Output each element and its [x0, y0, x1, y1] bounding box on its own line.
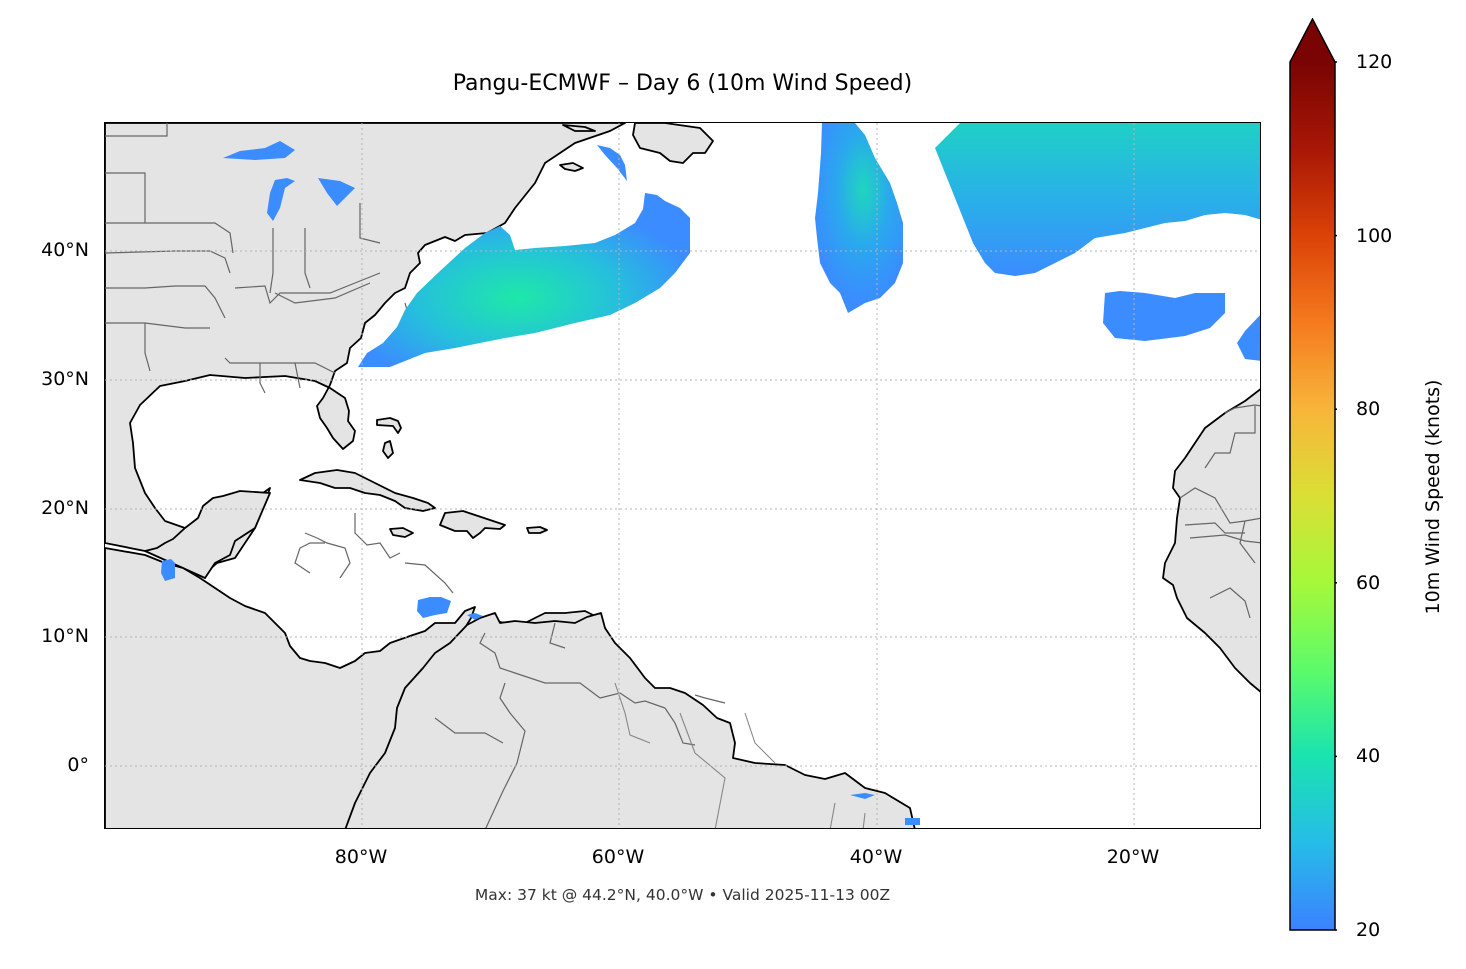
wind-swath-us-east-coast	[358, 193, 690, 367]
lon-tick-80w: 80°W	[334, 846, 388, 868]
colorbar	[1289, 18, 1337, 931]
yucatan-land	[144, 490, 271, 579]
jamaica-island	[389, 527, 414, 538]
cuba-island	[299, 469, 436, 512]
lat-tick-40n: 40°N	[41, 239, 89, 261]
south-america-land	[344, 612, 916, 828]
north-america-land	[105, 123, 626, 579]
wind-patch-brazil-ne	[850, 793, 920, 825]
pei-island	[559, 162, 584, 172]
caribbean-islands	[299, 123, 714, 539]
wind-patch-great-lakes-huron	[318, 178, 355, 206]
hispaniola-island	[439, 510, 506, 539]
wind-patch-aruba	[467, 613, 483, 620]
map-plot-area	[104, 122, 1261, 829]
africa-land	[1162, 388, 1260, 693]
wind-patch-tehuantepec	[161, 559, 175, 581]
footer-caption: Max: 37 kt @ 44.2°N, 40.0°W • Valid 2025…	[474, 886, 891, 904]
colorbar-tick-100: 100	[1356, 225, 1393, 247]
colorbar-label: 10m Wind Speed (knots)	[1422, 379, 1444, 615]
andros-island	[382, 440, 394, 459]
wind-patch-great-lakes-michigan	[267, 178, 295, 221]
colorbar-tick-60: 60	[1356, 572, 1381, 594]
lat-tick-20n: 20°N	[41, 497, 89, 519]
wind-swath-ne-atlantic	[935, 123, 1260, 276]
wind-patch-azores	[1103, 291, 1225, 341]
map-canvas	[105, 123, 1260, 828]
wind-patch-caribbean-colombia	[417, 597, 451, 618]
lon-tick-20w: 20°W	[1106, 846, 1160, 868]
lon-tick-40w: 40°W	[849, 846, 903, 868]
wind-patch-great-lakes-superior	[223, 141, 295, 160]
anticosti-island	[562, 124, 596, 132]
lon-tick-60w: 60°W	[591, 846, 645, 868]
wind-swath-nova-scotia-fringe	[597, 145, 627, 181]
wind-patch-morocco	[1237, 315, 1260, 361]
bahamas-island	[376, 417, 402, 434]
wind-swath-central-atlantic	[815, 123, 903, 313]
wind-speed-field	[161, 123, 1260, 825]
newfoundland-island	[632, 123, 714, 164]
colorbar-gradient	[1290, 62, 1335, 930]
lat-tick-10n: 10°N	[41, 625, 89, 647]
puerto-rico-island	[526, 526, 548, 534]
lat-tick-0: 0°	[67, 754, 89, 776]
political-borders	[105, 123, 1260, 828]
lat-tick-30n: 30°N	[41, 368, 89, 390]
colorbar-tick-40: 40	[1356, 745, 1381, 767]
colorbar-extend-max-arrow	[1290, 19, 1335, 62]
colorbar-tick-120: 120	[1356, 51, 1393, 73]
colorbar-tick-20: 20	[1356, 919, 1381, 941]
colorbar-tick-80: 80	[1356, 398, 1381, 420]
chart-title: Pangu-ECMWF – Day 6 (10m Wind Speed)	[452, 71, 913, 96]
